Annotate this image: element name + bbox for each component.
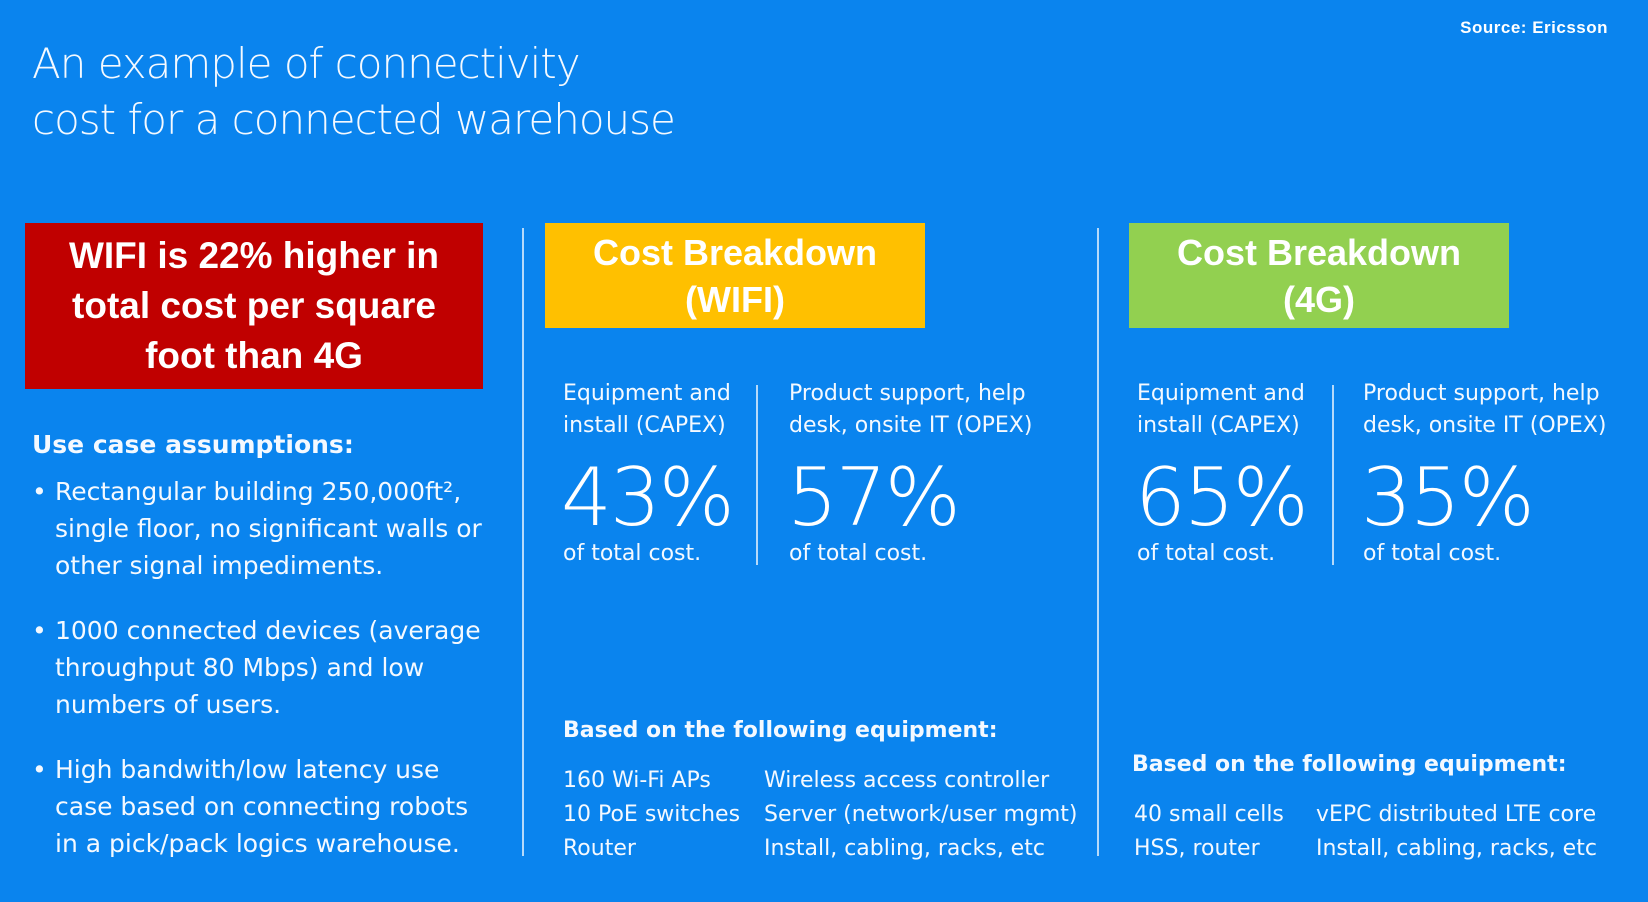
column-divider	[1097, 228, 1099, 856]
wifi-capex-label-line-2: install (CAPEX)	[563, 413, 726, 438]
wifi-equipment-heading: Based on the following equipment:	[563, 718, 998, 743]
lte-capex-label-line-2: install (CAPEX)	[1137, 413, 1300, 438]
cost-breakdown-wifi-subtitle: (WIFI)	[685, 278, 785, 320]
cost-breakdown-wifi-title: Cost Breakdown	[592, 231, 878, 273]
equipment-item: 160 Wi-Fi APs	[563, 768, 711, 793]
cost-breakdown-4g-subtitle: (4G)	[1283, 278, 1355, 320]
assumptions-heading: Use case assumptions:	[32, 430, 354, 459]
equipment-item: Server (network/user mgmt)	[764, 802, 1078, 827]
column-divider	[522, 228, 524, 856]
wifi-capex-value: 43%	[561, 451, 735, 544]
equipment-item: 10 PoE switches	[563, 802, 741, 827]
wifi-capex-label-line-1: Equipment and	[563, 381, 731, 406]
equipment-item: Wireless access controller	[764, 768, 1050, 793]
lte-capex-label-line-1: Equipment and	[1137, 381, 1305, 406]
lte-capex-label: Equipment and install (CAPEX)	[1137, 378, 1305, 442]
lte-equipment-heading: Based on the following equipment:	[1132, 752, 1567, 777]
source-label: Source: Ericsson	[1460, 18, 1608, 37]
cost-breakdown-4g-title: Cost Breakdown	[1176, 231, 1462, 273]
assumption-item: Rectangular building 250,000ft², single …	[30, 473, 490, 584]
assumption-item: 1000 connected devices (average throughp…	[30, 612, 490, 723]
wifi-opex-label: Product support, help desk, onsite IT (O…	[789, 378, 1032, 442]
page-title-line-2: cost for a connected warehouse	[32, 95, 676, 144]
cost-breakdown-4g-box: Cost Breakdown (4G)	[1129, 223, 1509, 328]
equipment-item: vEPC distributed LTE core	[1316, 802, 1597, 827]
wifi-equipment-left: 160 Wi-Fi APs 10 PoE switches Router	[563, 764, 740, 866]
wifi-opex-sub: of total cost.	[789, 541, 928, 566]
wifi-capex-sub: of total cost.	[563, 541, 702, 566]
assumption-item: High bandwith/low latency use case based…	[30, 751, 490, 862]
lte-capex-sub: of total cost.	[1137, 541, 1276, 566]
metric-divider	[1332, 385, 1334, 565]
metric-divider	[756, 385, 758, 565]
lte-opex-label-line-2: desk, onsite IT (OPEX)	[1363, 413, 1607, 438]
lte-opex-value: 35%	[1361, 451, 1535, 544]
lte-equipment-right: vEPC distributed LTE core Install, cabli…	[1316, 798, 1597, 866]
equipment-item: HSS, router	[1134, 836, 1260, 861]
wifi-opex-label-line-1: Product support, help	[789, 381, 1026, 406]
page-title-line-1: An example of connectivity	[32, 39, 581, 88]
equipment-item: Install, cabling, racks, etc	[764, 836, 1045, 861]
cost-breakdown-wifi-box: Cost Breakdown (WIFI)	[545, 223, 925, 328]
equipment-item: Install, cabling, racks, etc	[1316, 836, 1597, 861]
lte-opex-label: Product support, help desk, onsite IT (O…	[1363, 378, 1606, 442]
page-title: An example of connectivity cost for a co…	[32, 36, 732, 148]
wifi-opex-value: 57%	[787, 451, 961, 544]
assumptions-list: Rectangular building 250,000ft², single …	[30, 473, 490, 890]
lte-opex-label-line-1: Product support, help	[1363, 381, 1600, 406]
wifi-opex-label-line-2: desk, onsite IT (OPEX)	[789, 413, 1033, 438]
wifi-equipment-right: Wireless access controller Server (netwo…	[764, 764, 1078, 866]
lte-equipment-left: 40 small cells HSS, router	[1134, 798, 1284, 866]
lte-capex-value: 65%	[1135, 451, 1309, 544]
equipment-item: 40 small cells	[1134, 802, 1284, 827]
lte-opex-sub: of total cost.	[1363, 541, 1502, 566]
wifi-capex-label: Equipment and install (CAPEX)	[563, 378, 731, 442]
headline-banner: WIFI is 22% higher in total cost per squ…	[25, 223, 483, 389]
equipment-item: Router	[563, 836, 636, 861]
